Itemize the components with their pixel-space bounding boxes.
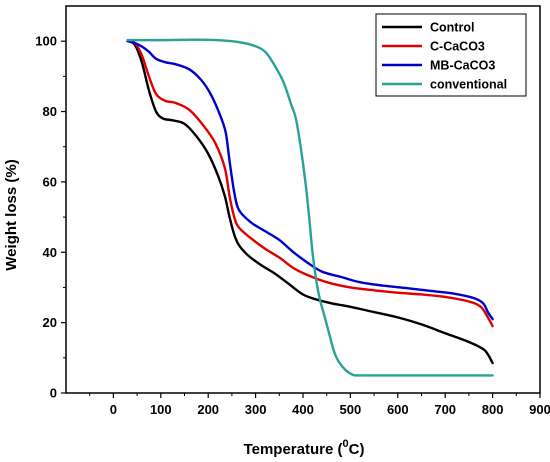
y-tick-label: 0 <box>50 386 57 401</box>
legend: Control C-CaCO3 MB-CaCO3 conventional <box>375 13 527 97</box>
x-tick-label: 300 <box>245 402 267 417</box>
series-line-control <box>126 39 494 365</box>
y-axis-label: Weight loss (%) <box>3 159 20 270</box>
x-axis-ticks: 0 100 200 300 400 500 600 700 800 900 <box>89 393 550 417</box>
x-tick-label: 600 <box>387 402 409 417</box>
x-tick-label: 900 <box>529 402 550 417</box>
y-tick-label: 80 <box>43 104 57 119</box>
series-layer <box>126 38 494 377</box>
y-tick-label: 40 <box>43 245 57 260</box>
y-axis-ticks: 0 20 40 60 80 100 <box>35 34 66 401</box>
legend-label: conventional <box>430 78 507 92</box>
legend-label: Control <box>430 21 474 35</box>
y-tick-label: 60 <box>43 174 57 189</box>
x-tick-label: 800 <box>482 402 504 417</box>
x-tick-label: 400 <box>292 402 314 417</box>
x-axis-label: Temperature (0C) <box>244 438 365 458</box>
x-tick-label: 200 <box>197 402 219 417</box>
x-tick-label: 0 <box>110 402 117 417</box>
series-line-c-caco3 <box>126 39 494 328</box>
x-tick-label: 100 <box>150 402 172 417</box>
x-tick-label: 700 <box>434 402 456 417</box>
y-tick-label: 100 <box>35 34 57 49</box>
y-tick-label: 20 <box>43 315 57 330</box>
x-tick-label: 500 <box>340 402 362 417</box>
legend-label: MB-CaCO3 <box>430 59 495 73</box>
series-line-conventional <box>126 38 494 377</box>
series-line-mb-caco3 <box>126 39 494 321</box>
legend-label: C-CaCO3 <box>430 40 485 54</box>
